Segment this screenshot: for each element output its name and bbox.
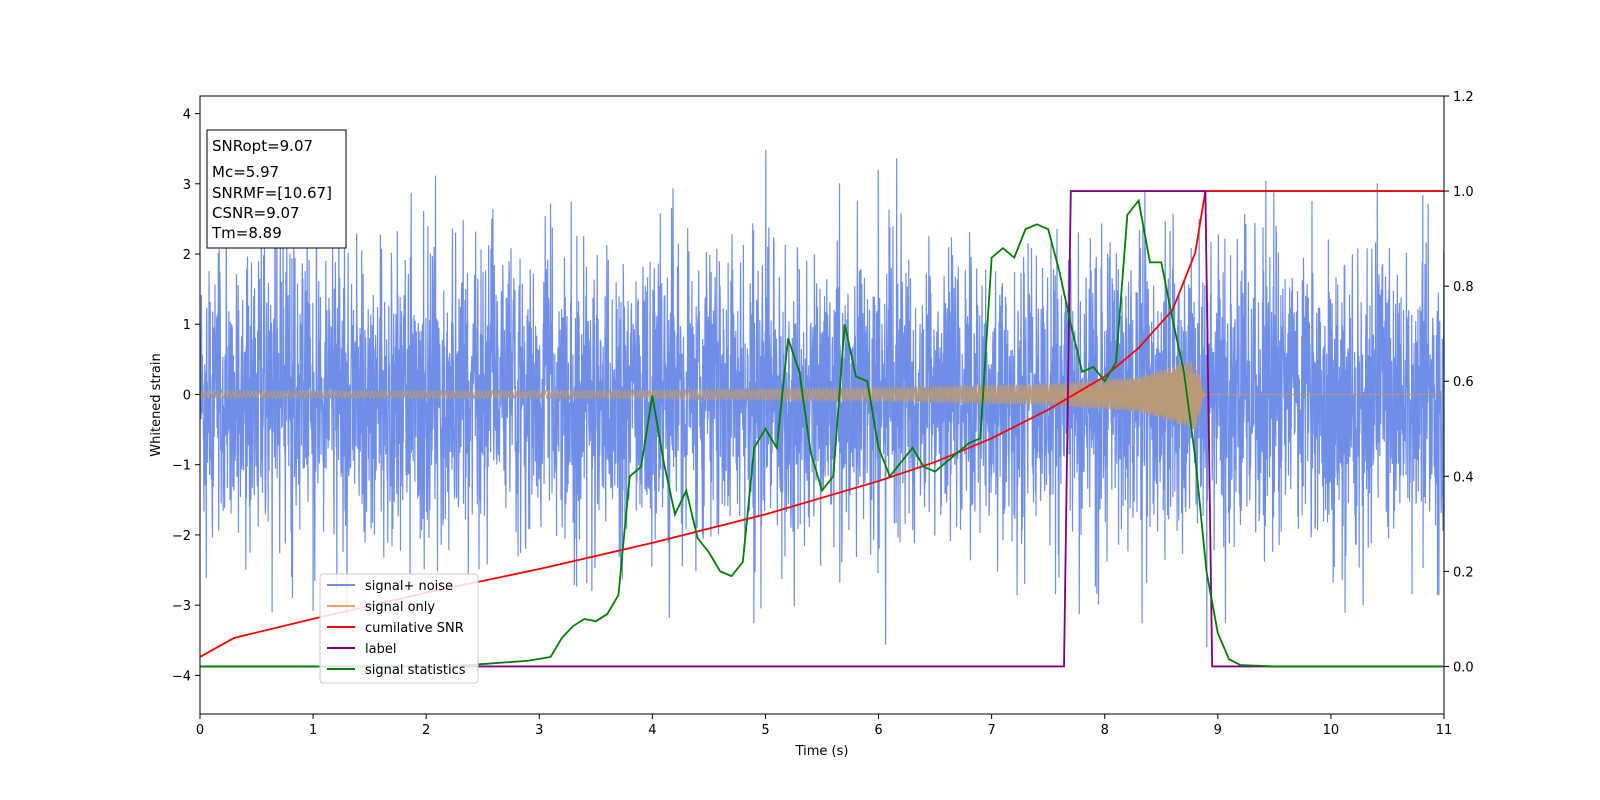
x-tick-label: 5 [761,723,769,738]
series-signal-statistics [200,198,1444,668]
y-tick-label: −3 [172,599,191,614]
legend-label-signal-statistics: signal statistics [365,663,466,678]
x-tick-label: 9 [1214,723,1222,738]
x-axis: 0 1 2 3 4 5 6 7 8 9 10 11 [196,714,1452,738]
y-axis-right: 0.0 0.2 0.4 0.6 0.8 1.0 1.2 [1444,90,1474,675]
x-axis-label: Time (s) [795,744,849,759]
x-tick-label: 7 [987,723,995,738]
y-tick-label: 2 [183,248,191,263]
legend-label-cumulative-snr: cumilative SNR [365,621,464,636]
y2-tick-label: 0.8 [1453,280,1474,295]
y2-tick-label: 1.2 [1453,90,1474,105]
legend-label-signal-only: signal only [365,600,435,615]
plot-frame [199,95,1445,715]
series-label [200,190,1444,668]
info-mc: Mc=5.97 [212,163,279,181]
info-tm: Tm=8.89 [211,224,282,242]
y-tick-label: 1 [183,318,191,333]
legend-frame [319,573,479,684]
y2-tick-label: 1.0 [1453,185,1474,200]
y2-tick-label: 0.2 [1453,565,1474,580]
y2-tick-label: 0.6 [1453,375,1474,390]
y-tick-label: 4 [183,108,191,123]
y-tick-label: 0 [183,388,191,403]
y-tick-label: 3 [183,178,191,193]
x-tick-label: 4 [648,723,656,738]
legend: signal+ noise signal only cumilative SNR… [319,573,479,684]
y2-tick-label: 0.0 [1453,660,1474,675]
info-snr-mf: SNRMF=[10.67] [212,184,332,202]
y-axis-left: −4 −3 −2 −1 0 1 2 3 4 [172,108,200,684]
y-tick-label: −2 [172,529,191,544]
info-snr-opt: SNRopt=9.07 [212,137,313,155]
x-tick-label: 1 [309,723,317,738]
info-csnr: CSNR=9.07 [212,204,300,222]
info-box: SNRopt=9.07 Mc=5.97 SNRMF=[10.67] CSNR=9… [206,129,347,249]
info-box-frame [206,129,347,249]
y-tick-label: −1 [172,459,191,474]
x-tick-label: 8 [1101,723,1109,738]
x-tick-label: 6 [874,723,882,738]
y-tick-label: −4 [172,669,191,684]
x-tick-label: 0 [196,723,204,738]
x-tick-label: 2 [422,723,430,738]
legend-label-label: label [365,642,396,657]
x-tick-label: 3 [535,723,543,738]
y-axis-label: Whitened strain [149,353,164,456]
x-tick-label: 10 [1323,723,1340,738]
y2-tick-label: 0.4 [1453,470,1474,485]
legend-label-signal-noise: signal+ noise [365,579,453,594]
x-tick-label: 11 [1436,723,1453,738]
series-signal-only [200,360,1444,430]
